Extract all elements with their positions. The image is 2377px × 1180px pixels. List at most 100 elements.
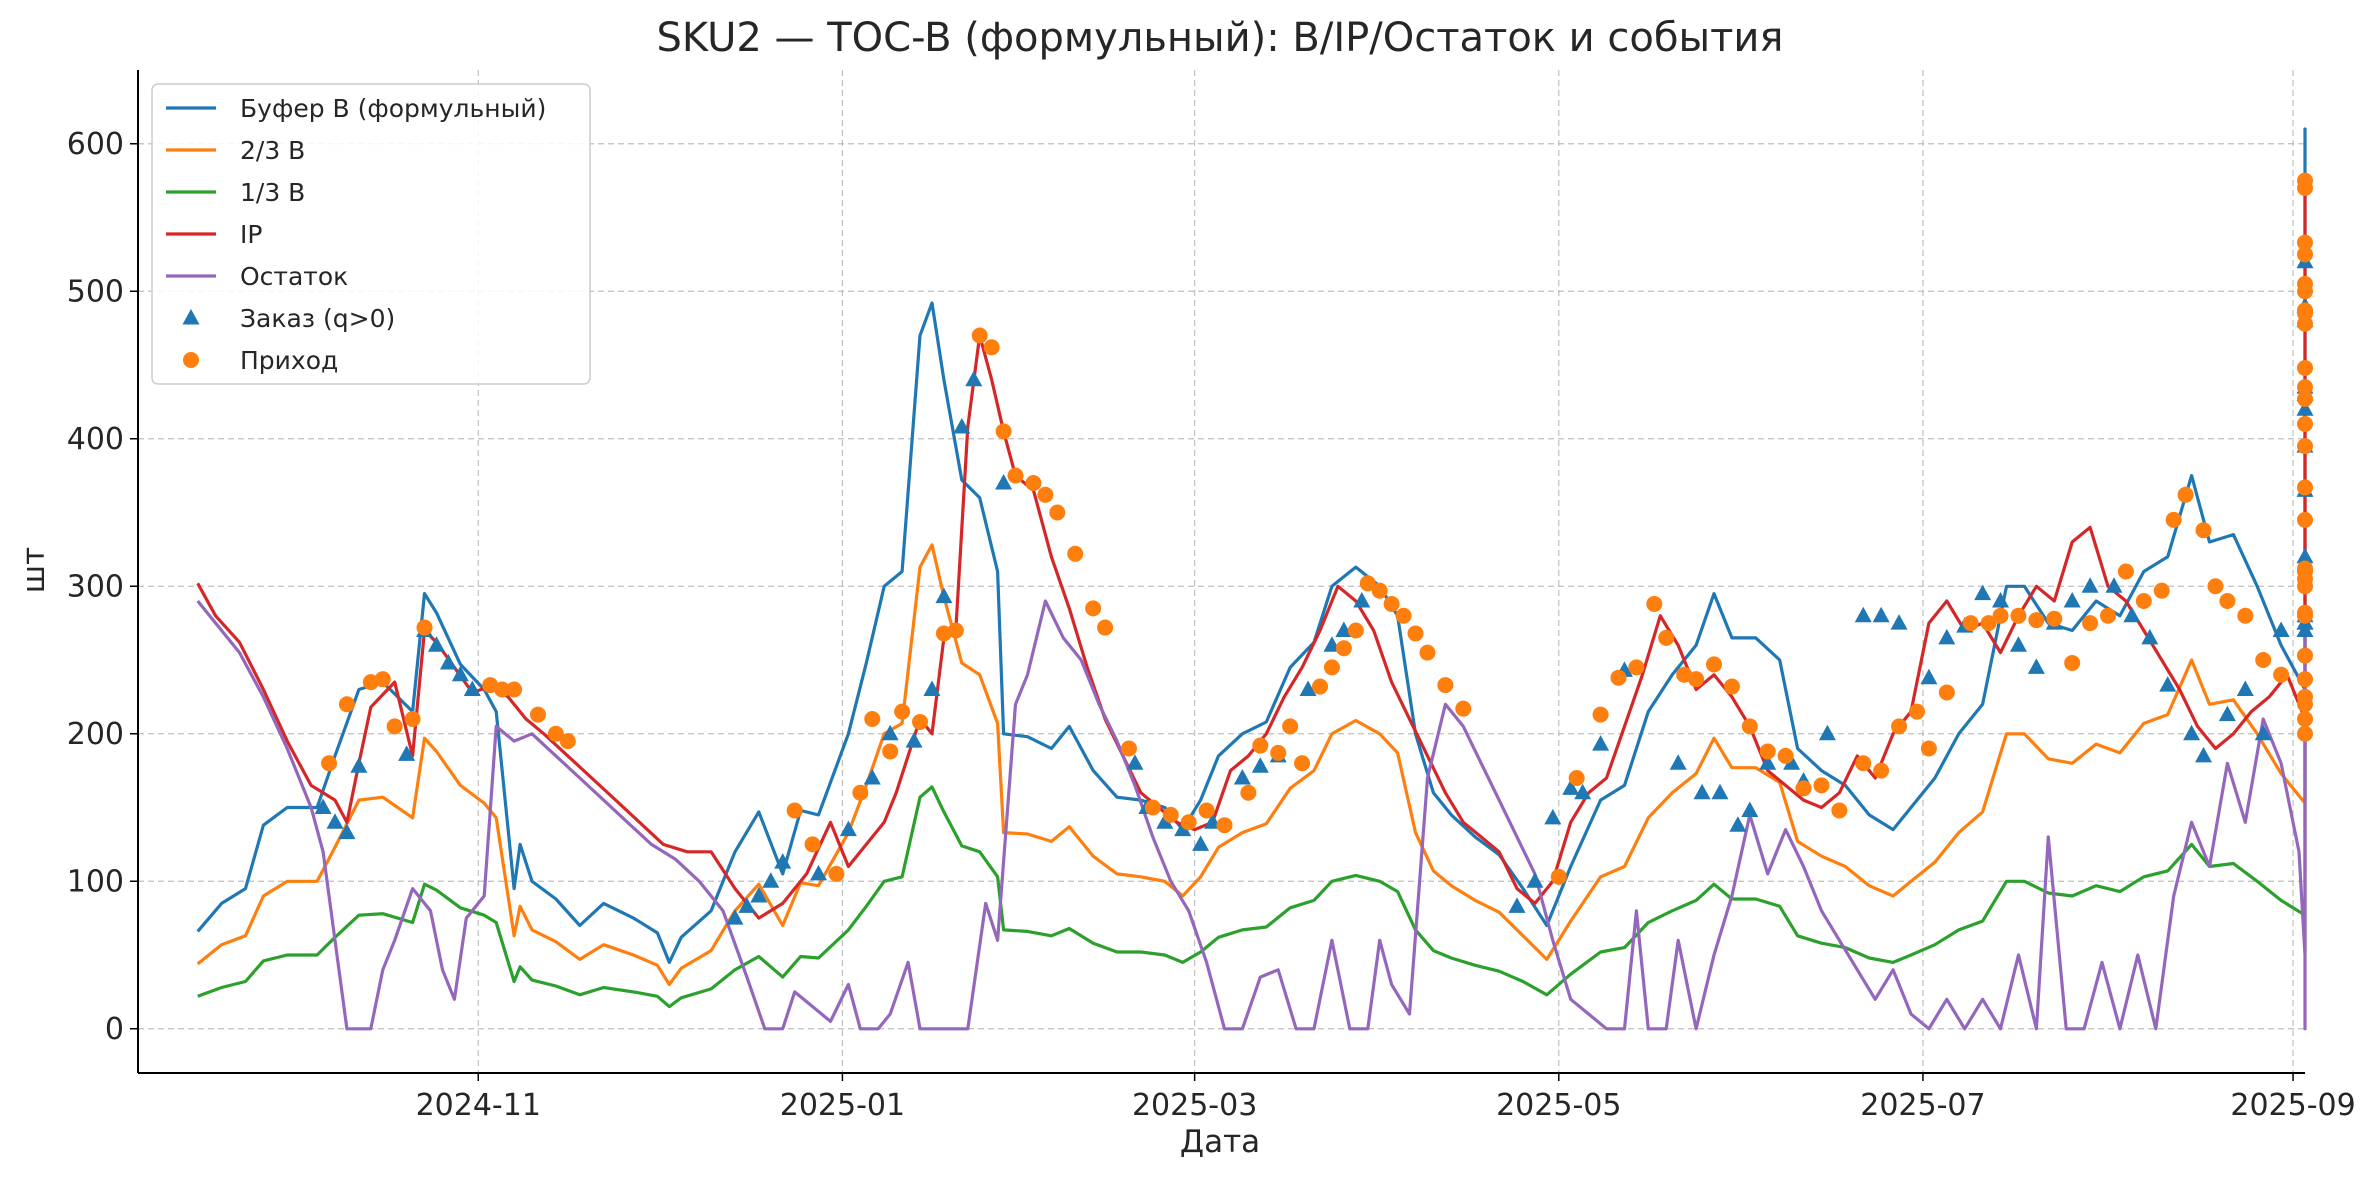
- order-marker: [1353, 592, 1371, 608]
- receipt-marker: [2237, 607, 2254, 624]
- x-tick-label: 2025-05: [1496, 1088, 1621, 1123]
- receipt-marker: [1688, 671, 1705, 688]
- order-marker: [2027, 658, 2045, 674]
- order-marker: [463, 680, 481, 696]
- receipt-marker: [2297, 647, 2313, 664]
- receipt-marker: [2082, 615, 2099, 632]
- axes: [130, 70, 2305, 1081]
- receipt-marker: [1777, 747, 1794, 764]
- receipt-marker: [894, 703, 911, 720]
- order-marker: [1174, 820, 1192, 837]
- receipt-marker: [1335, 640, 1352, 657]
- receipt-marker: [1270, 744, 1287, 761]
- receipt-marker: [2100, 607, 2116, 624]
- receipt-marker: [547, 725, 564, 742]
- receipt-marker: [1383, 595, 1400, 612]
- legend-label-two_thirds: 2/3 B: [240, 136, 305, 165]
- x-tick-label: 2025-01: [780, 1088, 905, 1123]
- order-marker: [1126, 754, 1144, 770]
- receipt-marker: [321, 755, 338, 772]
- order-marker: [451, 665, 469, 682]
- receipt-marker: [559, 733, 576, 750]
- receipt-marker: [2297, 359, 2313, 376]
- legend-swatch-orders: [182, 309, 200, 325]
- order-marker: [1693, 783, 1711, 800]
- receipt-marker: [2165, 511, 2182, 528]
- receipt-marker: [2010, 607, 2027, 624]
- receipt-marker: [2153, 582, 2170, 599]
- receipt-marker: [1592, 706, 1609, 723]
- receipt-marker: [2297, 234, 2313, 251]
- receipt-marker: [1920, 740, 1937, 757]
- receipt-marker: [1741, 718, 1758, 735]
- order-marker: [1574, 783, 1592, 800]
- receipt-marker: [404, 711, 421, 727]
- order-marker: [953, 417, 971, 434]
- receipt-marker: [2028, 612, 2045, 629]
- receipt-marker: [362, 674, 379, 691]
- receipt-marker: [828, 865, 845, 882]
- order-marker: [439, 653, 457, 670]
- legend-label-one_third: 1/3 B: [240, 178, 305, 207]
- receipt-marker: [912, 713, 929, 730]
- order-marker: [2236, 680, 2254, 696]
- order-marker: [1890, 614, 1908, 630]
- order-marker: [1251, 757, 1269, 773]
- receipt-marker: [1282, 718, 1299, 735]
- order-marker: [2183, 724, 2201, 741]
- receipt-marker: [1240, 784, 1257, 801]
- order-marker: [995, 474, 1013, 490]
- legend-swatch-receipts: [183, 352, 199, 368]
- series-line-stock: [196, 599, 2307, 1031]
- order-marker: [1920, 668, 1938, 685]
- receipt-marker: [804, 836, 821, 853]
- receipt-marker: [1891, 718, 1908, 735]
- order-marker: [427, 636, 445, 652]
- receipt-marker: [1371, 582, 1388, 599]
- order-marker: [1156, 813, 1174, 829]
- legend-box: [151, 83, 591, 385]
- receipt-marker: [1759, 743, 1776, 760]
- y-axis-label: шт: [16, 547, 52, 593]
- y-tick-label: 300: [67, 569, 124, 604]
- receipt-marker: [2297, 275, 2313, 292]
- order-marker: [2159, 676, 2177, 692]
- receipt-marker: [2117, 563, 2134, 580]
- receipt-marker: [1938, 684, 1955, 701]
- order-marker: [1711, 783, 1729, 800]
- receipt-marker: [1962, 615, 1979, 632]
- receipt-marker: [1706, 656, 1722, 673]
- order-marker: [2063, 592, 2081, 608]
- order-marker: [2296, 400, 2314, 416]
- receipt-marker: [2297, 180, 2313, 196]
- receipt-marker: [1795, 780, 1812, 797]
- order-marker: [1299, 680, 1317, 696]
- receipt-marker: [529, 706, 546, 723]
- order-marker: [2105, 577, 2123, 593]
- order-marker: [923, 680, 941, 696]
- receipt-marker: [1097, 619, 1114, 636]
- marker-layer: [314, 172, 2314, 925]
- order-marker: [863, 769, 881, 785]
- receipt-marker: [1312, 678, 1328, 695]
- order-marker: [1335, 621, 1353, 637]
- order-marker: [2141, 628, 2159, 645]
- legend-label-buffer: Буфер B (формульный): [240, 94, 546, 123]
- receipt-marker: [1347, 622, 1364, 639]
- order-marker: [810, 864, 828, 881]
- receipt-marker: [2297, 671, 2313, 688]
- order-marker: [1592, 735, 1610, 751]
- order-marker: [1818, 724, 1836, 741]
- order-marker: [1669, 754, 1687, 770]
- receipt-marker: [1007, 467, 1024, 484]
- order-marker: [1233, 769, 1251, 785]
- receipt-marker: [1646, 595, 1663, 612]
- receipt-marker: [852, 784, 869, 801]
- receipt-marker: [2219, 593, 2236, 609]
- x-tick-label: 2025-07: [1860, 1088, 1985, 1123]
- order-marker: [738, 897, 756, 913]
- receipt-marker: [786, 802, 803, 819]
- receipt-marker: [2195, 522, 2212, 539]
- receipt-marker: [1198, 802, 1215, 819]
- x-axis-label: Дата: [1180, 1124, 1260, 1160]
